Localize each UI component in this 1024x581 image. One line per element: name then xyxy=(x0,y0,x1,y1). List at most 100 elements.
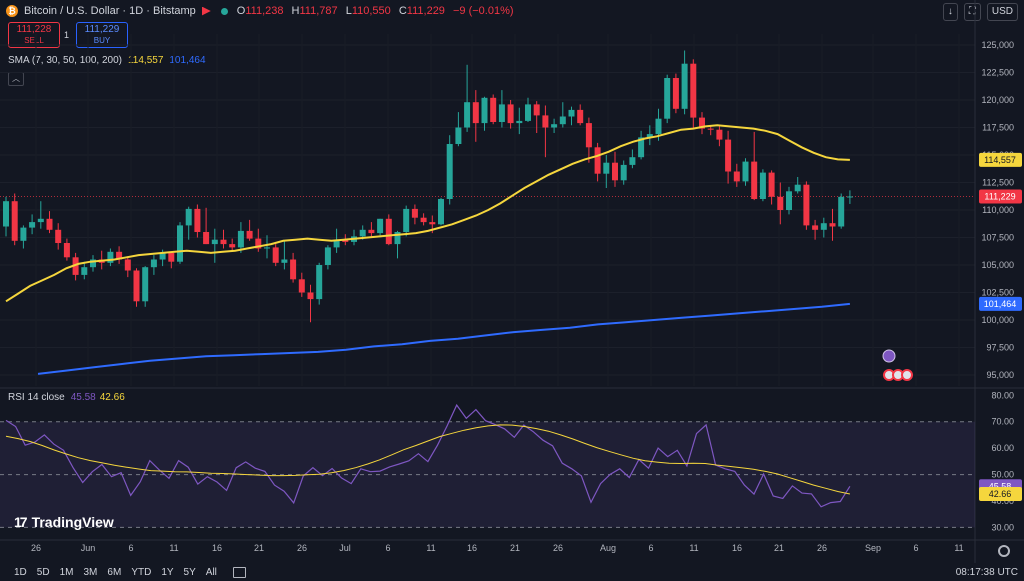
time-axis-label: 26 xyxy=(31,543,41,553)
ohlc-values: O111,238 H111,787 L110,550 C111,229 −9 (… xyxy=(236,5,514,17)
rsi-axis-label: 70.00 xyxy=(991,417,1014,427)
candle-body xyxy=(185,208,192,226)
sma50-price-tag-bg xyxy=(979,152,1022,167)
candle-body xyxy=(820,223,827,230)
calendar-icon[interactable] xyxy=(232,566,246,578)
candle-body xyxy=(107,251,114,263)
range-3m[interactable]: 3M xyxy=(83,566,98,578)
flag-icon[interactable] xyxy=(201,6,211,16)
rsi-ma-tag: 42.66 xyxy=(989,489,1012,499)
range-5d[interactable]: 5D xyxy=(36,566,50,578)
buy-button[interactable]: 111,229 BUY xyxy=(76,22,128,48)
high-value: 111,787 xyxy=(299,5,338,17)
candle-body xyxy=(542,115,549,128)
time-axis-label: Sep xyxy=(865,543,881,553)
rsi-tag: 45.58 xyxy=(989,481,1012,491)
candle-body xyxy=(203,232,210,245)
rsi-axis-label: 50.00 xyxy=(991,470,1014,480)
candle-body xyxy=(429,222,436,225)
time-axis-label: 16 xyxy=(467,543,477,553)
economic-event-icon xyxy=(901,369,913,381)
candle-body xyxy=(438,199,444,225)
candle-body xyxy=(420,217,427,223)
candle-body xyxy=(116,251,123,260)
top-controls: ↓ ⛶ USD xyxy=(942,3,1018,21)
download-icon[interactable]: ↓ xyxy=(942,3,958,21)
candle-body xyxy=(255,238,262,249)
sma200-line xyxy=(37,302,851,375)
candle-body xyxy=(716,129,723,140)
range-1y[interactable]: 1Y xyxy=(161,566,174,578)
candle-body xyxy=(655,118,662,135)
candle-body xyxy=(194,208,201,232)
range-6m[interactable]: 6M xyxy=(107,566,122,578)
change-value: −9 (−0.01%) xyxy=(453,5,514,17)
candle-body xyxy=(11,201,18,241)
time-axis-label: 11 xyxy=(954,543,963,553)
price-axis-label: 105,000 xyxy=(981,260,1014,270)
sma-legend[interactable]: SMA (7, 30, 50, 100, 200) 114,557 101,464 xyxy=(8,55,206,66)
candle-body xyxy=(333,239,340,248)
candle-body xyxy=(829,223,836,227)
clock-readout[interactable]: 08:17:38 UTC xyxy=(955,566,1018,578)
low-value: 110,550 xyxy=(351,5,391,17)
candle-body xyxy=(133,270,140,302)
rsi-axis-label: 60.00 xyxy=(991,443,1014,453)
candle-body xyxy=(220,239,227,245)
bitcoin-icon: ₿ xyxy=(6,5,18,17)
symbol-title[interactable]: Bitcoin / U.S. Dollar · 1D · Bitstamp xyxy=(24,5,196,17)
candle-body xyxy=(290,259,297,280)
candle-body xyxy=(368,229,375,234)
candle-body xyxy=(342,239,349,242)
candle-body xyxy=(46,218,53,230)
candle-body xyxy=(838,196,845,227)
time-axis-label: Aug xyxy=(600,543,616,553)
range-1m[interactable]: 1M xyxy=(59,566,74,578)
sma200-price-tag-bg xyxy=(979,296,1022,311)
candle-body xyxy=(533,104,540,116)
symbol-header: ₿ Bitcoin / U.S. Dollar · 1D · Bitstamp … xyxy=(6,3,514,19)
currency-select[interactable]: USD xyxy=(986,3,1018,21)
price-axis-label: 102,500 xyxy=(981,288,1014,298)
range-ytd[interactable]: YTD xyxy=(131,566,152,578)
candle-body xyxy=(81,267,88,275)
range-all[interactable]: All xyxy=(205,566,217,578)
time-axis-label: 16 xyxy=(212,543,222,553)
candle-body xyxy=(707,128,714,130)
candle-body xyxy=(237,230,244,248)
settings-gear-icon[interactable] xyxy=(998,545,1010,557)
candle-body xyxy=(403,208,410,232)
rsi-axis-label: 40.00 xyxy=(991,496,1014,506)
candle-body xyxy=(638,137,645,158)
candle-body xyxy=(72,257,79,275)
time-axis-label: 6 xyxy=(128,543,133,553)
fullscreen-icon[interactable]: ⛶ xyxy=(963,3,981,21)
candle-body xyxy=(394,232,401,245)
candle-body xyxy=(603,162,610,174)
candle-body xyxy=(551,124,558,128)
price-chart[interactable]: 125,000122,500120,000117,500115,000112,5… xyxy=(0,0,1024,563)
sma200-price-tag: 101,464 xyxy=(984,299,1017,309)
candle-body xyxy=(150,259,157,268)
sell-button[interactable]: 111,228 SELL xyxy=(8,22,60,48)
price-axis-label: 107,500 xyxy=(981,233,1014,243)
candle-body xyxy=(359,229,366,237)
rsi-legend[interactable]: RSI 14 close 45.58 42.66 xyxy=(8,392,125,403)
candle-body xyxy=(377,218,384,234)
range-1d[interactable]: 1D xyxy=(14,566,27,578)
time-axis-label: 26 xyxy=(553,543,563,553)
price-axis-label: 120,000 xyxy=(981,95,1014,105)
candle-body xyxy=(742,161,749,182)
lightning-icon xyxy=(882,349,896,363)
last-price-tag: 111,229 xyxy=(984,191,1015,201)
sma200-value: 101,464 xyxy=(169,55,206,66)
candle-body xyxy=(37,218,44,223)
range-5y[interactable]: 5Y xyxy=(183,566,196,578)
candle-body xyxy=(298,279,305,293)
candle-body xyxy=(229,244,236,248)
close-value: 111,229 xyxy=(406,5,445,17)
candle-body xyxy=(585,123,592,148)
candle-body xyxy=(646,134,653,138)
candle-body xyxy=(385,218,392,245)
sma50-value: 114,557 xyxy=(127,55,164,66)
